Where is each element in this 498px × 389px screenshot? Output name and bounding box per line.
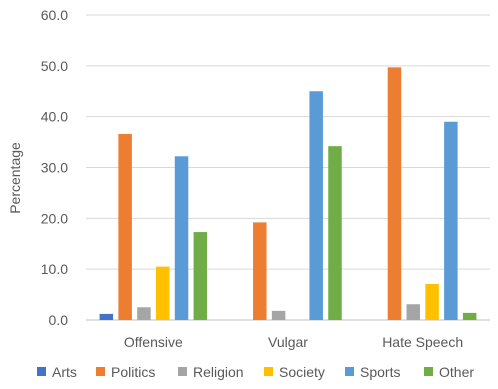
bar-politics-offensive xyxy=(118,133,132,320)
y-tick-label: 50.0 xyxy=(41,58,68,74)
y-tick-label: 60.0 xyxy=(41,7,68,23)
y-tick-label: 20.0 xyxy=(41,210,68,226)
bar-religion-offensive xyxy=(137,307,151,320)
x-category-label: Vulgar xyxy=(268,334,308,350)
legend-label-sports: Sports xyxy=(360,364,400,380)
legend-swatch-arts xyxy=(37,367,46,376)
legend-swatch-sports xyxy=(345,367,354,376)
bar-religion-hate-speech xyxy=(406,304,421,320)
gridlines xyxy=(86,14,490,321)
bar-society-hate-speech xyxy=(425,283,439,320)
x-category-label: Hate Speech xyxy=(382,334,463,350)
bar-other-vulgar xyxy=(328,146,342,320)
bar-other-hate-speech xyxy=(462,312,477,320)
y-tick-label: 0.0 xyxy=(49,312,69,328)
y-axis-ticks: 0.0 10.0 20.0 30.0 40.0 50.0 60.0 xyxy=(41,7,68,328)
y-tick-label: 40.0 xyxy=(41,109,68,125)
y-tick-label: 30.0 xyxy=(41,160,68,176)
legend-swatch-religion xyxy=(178,367,187,376)
legend-label-politics: Politics xyxy=(111,364,155,380)
legend-label-other: Other xyxy=(439,364,474,380)
bar-society-offensive xyxy=(155,266,170,320)
y-tick-label: 10.0 xyxy=(41,261,68,277)
legend: Arts Politics Religion Society Sports Other xyxy=(37,364,474,380)
legend-label-religion: Religion xyxy=(193,364,244,380)
bar-sports-vulgar xyxy=(309,91,323,320)
bar-politics-vulgar xyxy=(253,222,267,320)
legend-label-arts: Arts xyxy=(52,364,77,380)
bars xyxy=(99,67,477,320)
y-axis-title: Percentage xyxy=(7,142,23,214)
bar-politics-hate-speech xyxy=(387,67,402,320)
bar-religion-vulgar xyxy=(271,310,286,320)
bar-arts-offensive xyxy=(99,313,114,320)
legend-swatch-society xyxy=(264,367,273,376)
bar-other-offensive xyxy=(193,232,208,320)
bar-sports-hate-speech xyxy=(444,121,458,320)
legend-swatch-other xyxy=(424,367,433,376)
x-axis-categories: Offensive Vulgar Hate Speech xyxy=(124,334,463,350)
bar-sports-offensive xyxy=(174,156,189,320)
legend-label-society: Society xyxy=(279,364,325,380)
x-category-label: Offensive xyxy=(124,334,183,350)
legend-swatch-politics xyxy=(96,367,105,376)
